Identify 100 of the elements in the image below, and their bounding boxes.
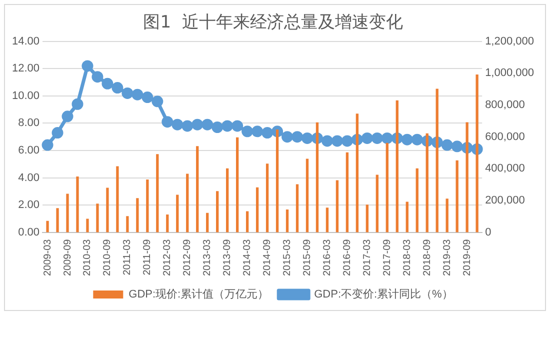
bar	[266, 164, 269, 232]
point	[341, 135, 353, 147]
bar	[286, 210, 289, 232]
x-tick-label: 2015-09	[302, 238, 313, 276]
point	[62, 110, 74, 122]
x-tick-label: 2014-03	[242, 238, 254, 276]
y-tick-label: 4.00	[18, 172, 40, 184]
y2-tick-label: 1,000,000	[485, 67, 534, 80]
bar	[456, 160, 458, 232]
bar	[86, 218, 89, 232]
point	[381, 132, 393, 144]
point	[441, 139, 453, 151]
legend-label: GDP:现价:累计值（万亿元）	[128, 288, 269, 301]
y-tick-label: 12.00	[12, 62, 40, 75]
y2-tick-label: 200,000	[485, 194, 525, 207]
point	[152, 96, 164, 108]
bar	[296, 184, 299, 232]
bar	[176, 194, 179, 232]
x-tick-label: 2011-09	[142, 238, 154, 276]
bar	[366, 204, 369, 232]
point	[102, 78, 114, 90]
x-tick-label: 2013-03	[202, 238, 214, 276]
bar	[336, 180, 339, 232]
x-tick-label: 2016-03	[322, 238, 333, 276]
x-tick-label: 2011-03	[122, 238, 134, 276]
point	[42, 139, 54, 151]
bar	[146, 179, 149, 232]
bar	[216, 191, 219, 232]
x-tick-label: 2017-03	[362, 238, 373, 276]
x-tick-label: 2015-03	[282, 238, 294, 276]
bar	[96, 204, 99, 232]
bar	[356, 114, 359, 232]
y-tick-label: 2.00	[18, 199, 40, 212]
bar	[116, 166, 119, 232]
bar	[426, 133, 428, 232]
x-tick-label: 2009-09	[62, 238, 74, 276]
point	[232, 120, 244, 132]
point	[132, 88, 144, 100]
point	[52, 127, 64, 139]
y-tick-label: 10.00	[12, 90, 40, 102]
point	[82, 60, 94, 72]
x-tick-label: 2019-03	[442, 238, 453, 276]
y-tick-label: 8.00	[18, 117, 40, 130]
bar	[436, 88, 438, 232]
x-tick-label: 2017-09	[382, 238, 393, 276]
bar	[46, 220, 49, 232]
y2-tick-label: 600,000	[485, 130, 525, 143]
x-tick-label: 2010-09	[102, 238, 114, 276]
bar	[326, 208, 329, 232]
bar	[186, 174, 189, 232]
point	[302, 132, 313, 144]
point	[292, 131, 304, 143]
point	[212, 122, 224, 134]
point	[401, 134, 413, 146]
bar	[346, 152, 349, 232]
bar	[126, 216, 129, 232]
bar	[56, 208, 59, 232]
point	[92, 71, 104, 83]
bar	[396, 100, 398, 232]
bar	[446, 198, 448, 232]
point	[182, 120, 194, 132]
point	[72, 98, 84, 110]
bar	[156, 154, 159, 232]
y2-tick-label: 800,000	[485, 99, 525, 112]
bar	[136, 198, 139, 232]
x-tick-label: 2018-09	[422, 238, 433, 276]
y-tick-label: 0.00	[18, 226, 40, 238]
bar	[106, 188, 109, 232]
point	[172, 118, 184, 130]
x-tick-label: 2012-03	[162, 238, 174, 276]
bar	[316, 122, 319, 232]
bar	[406, 202, 408, 232]
point	[321, 135, 333, 147]
bar	[376, 174, 379, 232]
bar	[206, 212, 209, 232]
point	[331, 135, 343, 147]
point	[222, 120, 234, 132]
point	[122, 87, 134, 99]
y2-tick-label: 400,000	[485, 162, 525, 175]
x-tick-label: 2010-03	[82, 238, 94, 276]
point	[262, 127, 274, 139]
bar	[166, 214, 169, 232]
y2-tick-label: 1,200,000	[485, 35, 534, 48]
x-tick-label: 2016-09	[342, 238, 353, 276]
point	[451, 140, 463, 152]
chart-title: 图1 近十年来经济总量及增速变化	[143, 12, 403, 33]
bar	[256, 187, 259, 232]
point	[282, 131, 294, 143]
x-tick-label: 2013-09	[222, 238, 234, 276]
bar	[386, 142, 388, 232]
y2-tick-label: 0	[485, 226, 492, 238]
bar	[416, 168, 418, 232]
bar	[246, 211, 249, 232]
x-tick-label: 2009-03	[42, 238, 54, 276]
point	[192, 118, 204, 130]
point	[252, 126, 264, 138]
x-tick-label: 2019-09	[462, 238, 473, 276]
bar	[236, 137, 239, 232]
point	[162, 116, 174, 128]
y-tick-label: 6.00	[18, 144, 40, 157]
